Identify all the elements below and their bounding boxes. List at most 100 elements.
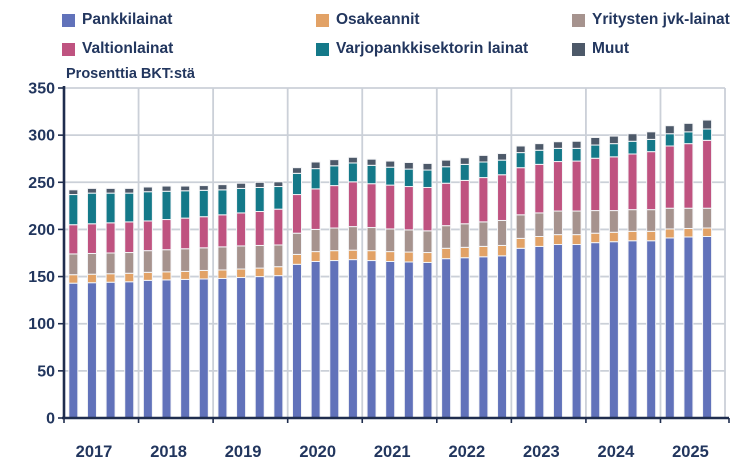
bar-segment	[329, 260, 340, 419]
bar-segment	[180, 278, 191, 419]
bar-segment	[292, 167, 302, 174]
bar-segment	[497, 159, 508, 176]
bar-segment	[608, 135, 619, 145]
bar-segment	[459, 223, 470, 248]
bar-segment	[142, 191, 153, 222]
bar-segment	[664, 145, 675, 209]
bar-segment	[347, 181, 358, 228]
bar-segment	[105, 222, 116, 254]
bar-segment	[86, 187, 97, 194]
bar-segment	[142, 279, 153, 419]
bar-segment	[664, 207, 675, 230]
bar-2023Q2	[534, 143, 545, 419]
bar-segment	[292, 263, 302, 419]
bar-2025Q1	[664, 125, 675, 419]
bar-2021Q3	[403, 161, 414, 419]
bar-segment	[86, 273, 97, 284]
bar-segment	[571, 210, 582, 236]
bar-segment	[478, 161, 489, 179]
bar-segment	[403, 186, 414, 231]
bar-segment	[478, 221, 489, 247]
bar-segment	[441, 225, 452, 249]
bar-segment	[534, 212, 545, 237]
bar-2019Q2	[236, 182, 247, 419]
bar-2020Q2	[310, 161, 321, 419]
bar-segment	[702, 207, 713, 229]
bar-segment	[124, 221, 135, 254]
y-axis-label: 150	[28, 269, 55, 286]
bar-segment	[273, 244, 284, 268]
bar-segment	[552, 210, 563, 236]
bar-segment	[254, 211, 265, 246]
bar-segment	[515, 152, 526, 169]
bar-segment	[180, 270, 191, 280]
bar-segment	[254, 181, 265, 188]
bar-segment	[534, 143, 545, 151]
bar-2021Q4	[422, 162, 433, 419]
bar-segment	[590, 232, 601, 244]
bar-segment	[403, 229, 414, 253]
bar-segment	[385, 184, 396, 230]
legend-item-muut: Muut	[572, 40, 630, 57]
bar-segment	[161, 219, 172, 251]
y-axis-label: 50	[37, 363, 55, 380]
bar-segment	[627, 133, 638, 142]
legend-swatch-osakeannit	[316, 13, 329, 27]
bar-segment	[497, 255, 508, 419]
bar-segment	[571, 140, 582, 149]
bar-segment	[702, 236, 713, 419]
bar-segment	[217, 214, 228, 248]
bar-segment	[702, 227, 713, 237]
bar-segment	[292, 172, 302, 196]
bar-segment	[515, 167, 526, 216]
y-axis-label: 300	[28, 128, 55, 145]
bar-segment	[646, 209, 657, 232]
bar-2018Q4	[198, 185, 209, 419]
bar-segment	[459, 163, 470, 181]
bar-segment	[329, 185, 340, 229]
bar-segment	[254, 276, 265, 419]
bar-2020Q4	[347, 156, 358, 419]
bar-segment	[310, 161, 321, 170]
bar-segment	[142, 186, 153, 193]
bar-2017Q4	[124, 187, 135, 419]
y-axis-label: 250	[28, 175, 55, 192]
bar-segment	[310, 188, 321, 230]
bar-segment	[646, 240, 657, 419]
bar-segment	[441, 159, 452, 168]
bar-segment	[571, 147, 582, 162]
bar-segment	[161, 249, 172, 273]
bar-segment	[608, 231, 619, 243]
bar-segment	[590, 144, 601, 159]
bar-segment	[403, 251, 414, 263]
bar-2021Q2	[385, 160, 396, 419]
bar-segment	[292, 194, 302, 234]
bar-segment	[403, 261, 414, 419]
bar-segment	[385, 228, 396, 253]
bar-segment	[273, 208, 284, 246]
bar-2024Q2	[608, 135, 619, 419]
x-axis-year-label: 2018	[150, 443, 187, 461]
legend-swatch-pankkilainat	[62, 13, 75, 27]
legend-label-muut: Muut	[592, 40, 630, 57]
bar-segment	[161, 185, 172, 192]
bar-2019Q1	[217, 184, 228, 419]
bar-segment	[627, 209, 638, 232]
bar-segment	[86, 223, 97, 254]
y-axis-label: 200	[28, 222, 55, 239]
bar-segment	[366, 158, 377, 166]
bar-segment	[347, 226, 358, 251]
bar-segment	[142, 271, 153, 281]
bar-segment	[552, 147, 563, 163]
bar-segment	[217, 269, 228, 279]
bar-segment	[608, 210, 619, 233]
bar-segment	[478, 256, 489, 419]
bar-2018Q3	[180, 185, 191, 419]
x-axis-year-label: 2020	[299, 443, 336, 461]
bar-segment	[236, 187, 247, 214]
bar-segment	[217, 277, 228, 419]
bar-segment	[385, 160, 396, 168]
bar-segment	[403, 161, 414, 170]
bar-segment	[86, 252, 97, 275]
bar-segment	[627, 230, 638, 242]
